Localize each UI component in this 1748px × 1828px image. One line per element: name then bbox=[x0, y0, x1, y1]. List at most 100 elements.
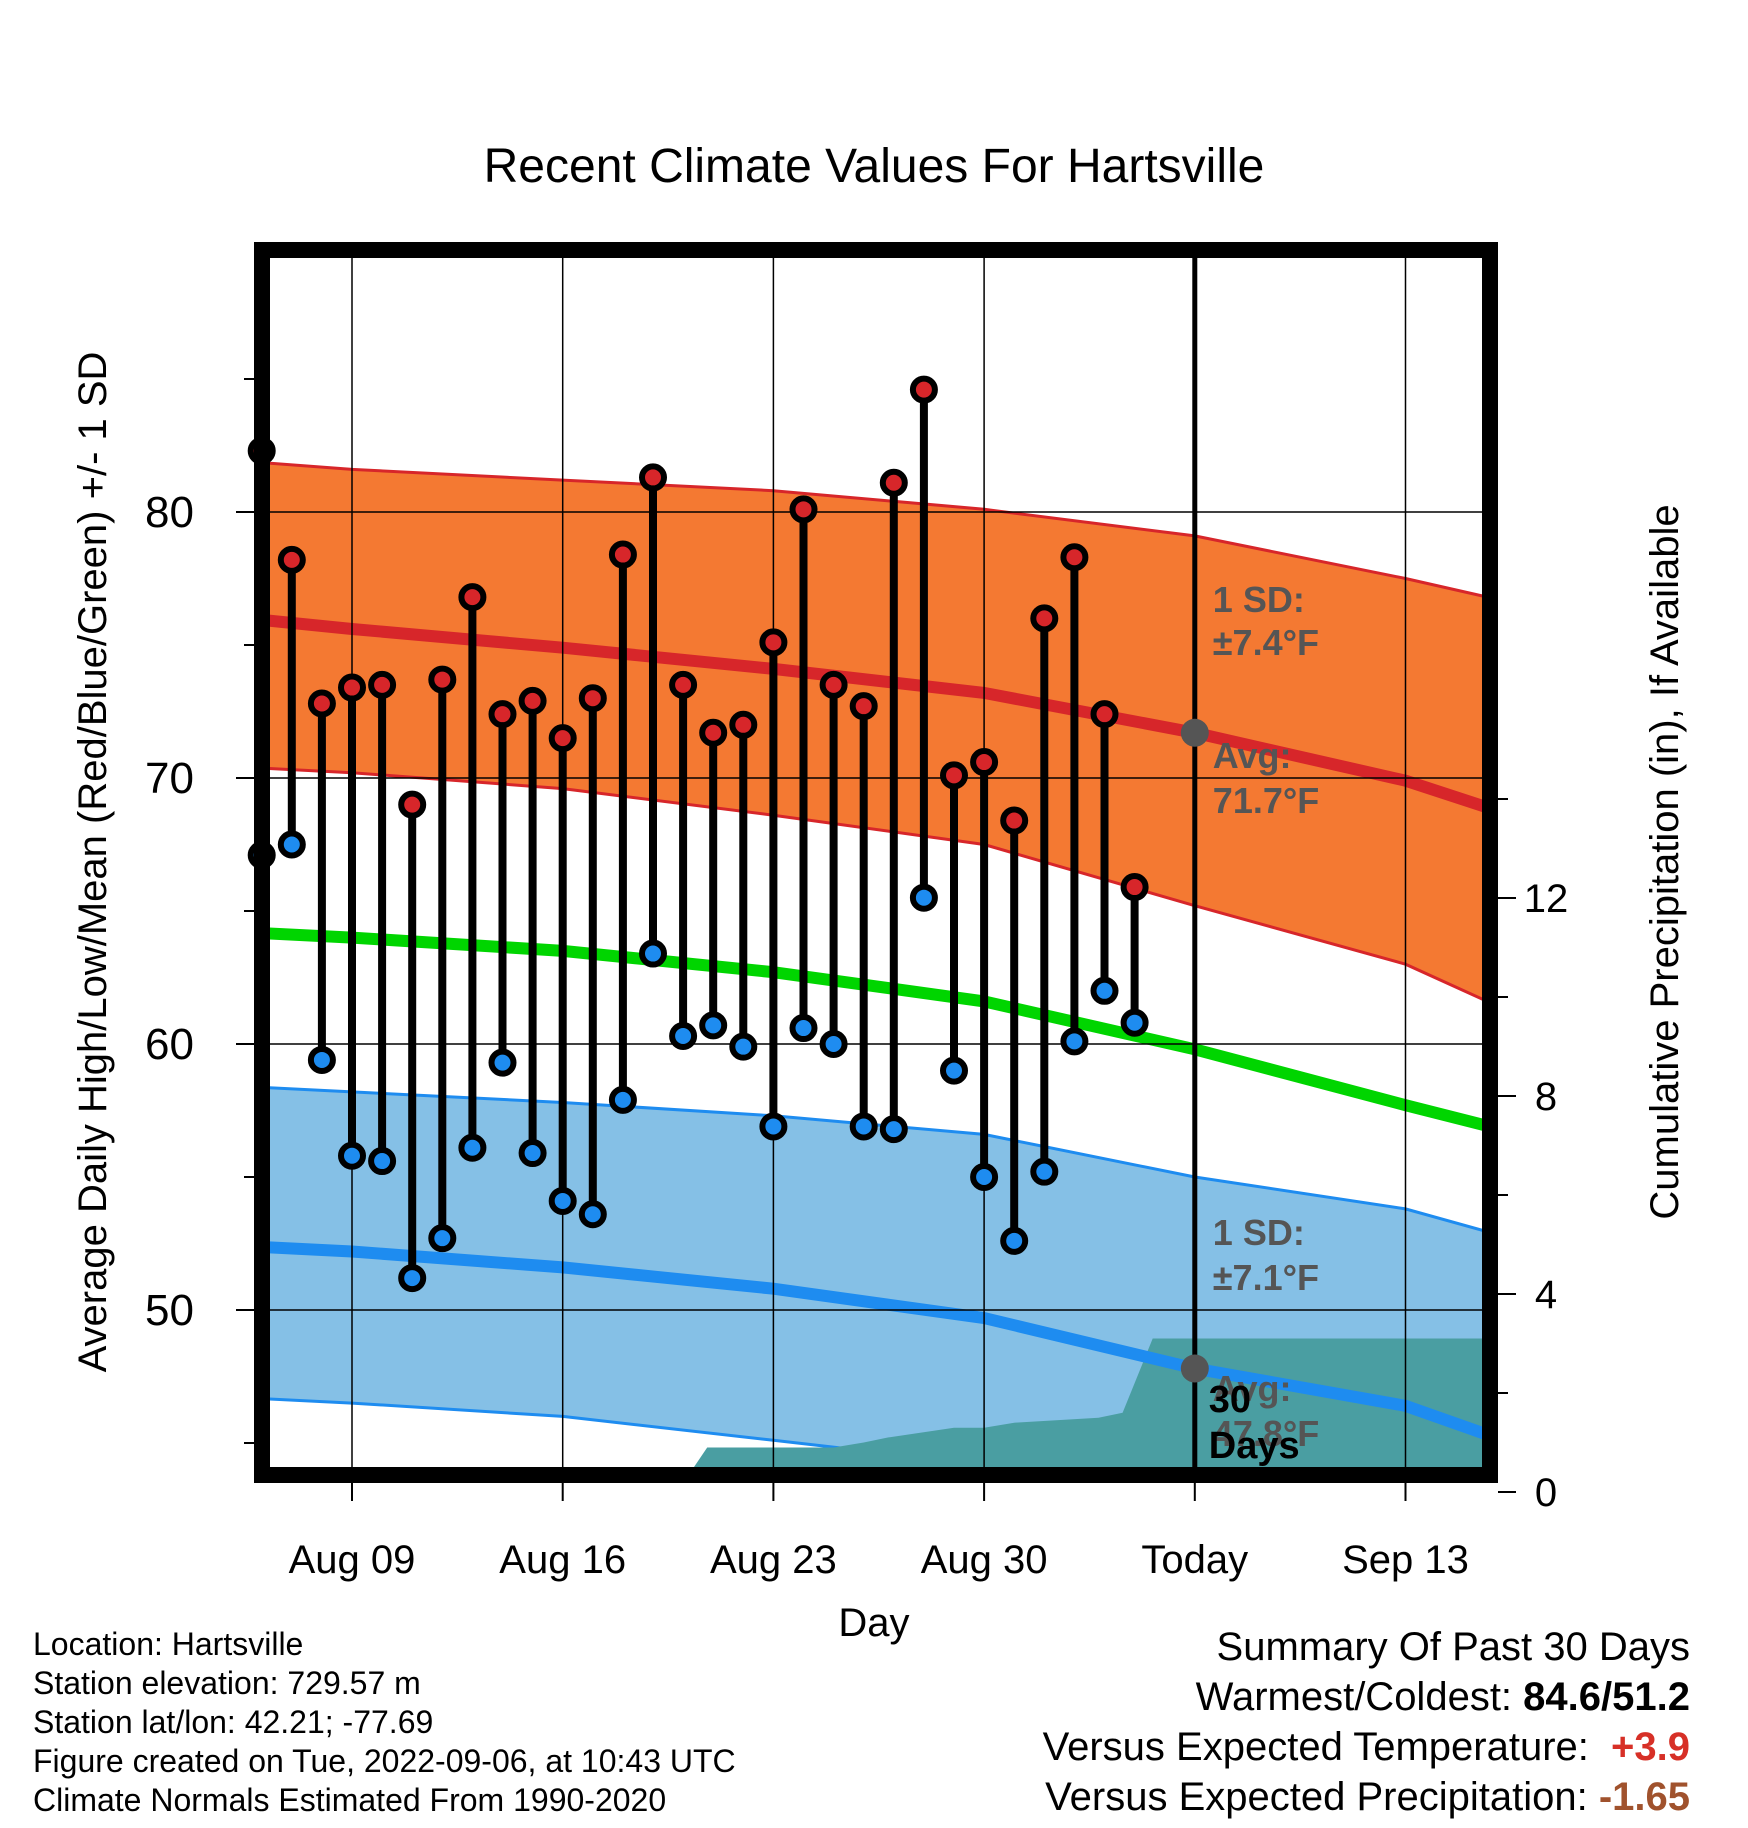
y-tick-label-left: 80 bbox=[145, 488, 194, 537]
daily-high-point bbox=[608, 540, 637, 569]
daily-low-point bbox=[398, 1264, 427, 1293]
daily-low-point bbox=[970, 1163, 999, 1191]
daily-high-point bbox=[1000, 806, 1029, 835]
daily-high-point bbox=[277, 545, 306, 574]
daily-low-point bbox=[1120, 1008, 1149, 1037]
daily-high-point bbox=[458, 583, 487, 612]
daily-low-point bbox=[488, 1048, 517, 1077]
warm-cold-label: Warmest/Coldest: bbox=[1195, 1675, 1513, 1719]
daily-low-point bbox=[307, 1045, 336, 1074]
daily-high-point bbox=[398, 790, 427, 819]
daily-low-point bbox=[729, 1032, 758, 1061]
daily-high-point bbox=[940, 761, 968, 790]
daily-high-point bbox=[639, 463, 667, 492]
annotation-value: ±7.4°F bbox=[1213, 622, 1319, 663]
precip-row: Versus Expected Precipitation: -1.65 bbox=[790, 1772, 1690, 1822]
temp-label: Versus Expected Temperature: bbox=[1042, 1725, 1589, 1769]
created-text: Figure created on Tue, 2022-09-06, at 10… bbox=[33, 1743, 736, 1779]
daily-low-point bbox=[819, 1030, 848, 1058]
x-tick-label: Sep 13 bbox=[1342, 1538, 1469, 1582]
low-sd-upper-line bbox=[262, 1085, 1490, 1234]
annotation-value: 47.8°F bbox=[1213, 1413, 1319, 1454]
latlon-text: Station lat/lon: 42.21; -77.69 bbox=[33, 1704, 434, 1740]
daily-low-point bbox=[458, 1133, 487, 1162]
y-tick-label-right: 4 bbox=[1535, 1273, 1557, 1317]
elevation-text: Station elevation: 729.57 m bbox=[33, 1665, 421, 1701]
y-tick-label-right: 0 bbox=[1535, 1471, 1557, 1515]
today-high-avg-marker bbox=[1180, 718, 1209, 747]
daily-low-point bbox=[669, 1022, 698, 1051]
warm-cold-row: Warmest/Coldest: 84.6/51.2 bbox=[790, 1672, 1690, 1722]
y-tick-label-right: 8 bbox=[1535, 1075, 1557, 1119]
daily-low-point bbox=[879, 1115, 908, 1144]
daily-high-point bbox=[1030, 604, 1059, 633]
daily-high-point bbox=[970, 748, 999, 777]
daily-low-point bbox=[849, 1112, 878, 1141]
daily-low-point bbox=[789, 1014, 818, 1043]
daily-low-point bbox=[338, 1141, 366, 1170]
normals-text: Climate Normals Estimated From 1990-2020 bbox=[33, 1782, 667, 1818]
daily-high-point bbox=[428, 665, 457, 694]
daily-low-point bbox=[578, 1200, 607, 1229]
daily-low-point bbox=[428, 1224, 457, 1253]
daily-high-point bbox=[578, 684, 607, 713]
daily-high-point bbox=[879, 468, 908, 497]
daily-low-point bbox=[608, 1085, 637, 1114]
normal-high-line bbox=[262, 613, 1490, 815]
annotation-value: ±7.1°F bbox=[1213, 1257, 1319, 1298]
cumulative-precip-area bbox=[688, 1338, 1490, 1475]
y-tick-label-left: 50 bbox=[145, 1286, 194, 1335]
chart-title: Recent Climate Values For Hartsville bbox=[484, 140, 1265, 193]
summary-panel: Summary Of Past 30 Days Warmest/Coldest:… bbox=[790, 1622, 1690, 1822]
daily-high-point bbox=[307, 689, 336, 718]
daily-low-point bbox=[940, 1056, 968, 1085]
daily-high-point bbox=[518, 686, 547, 715]
annotation-label: Avg: bbox=[1213, 1368, 1292, 1409]
daily-high-point bbox=[849, 692, 878, 721]
y-tick-label-right: 12 bbox=[1524, 877, 1569, 921]
x-tick-label: Aug 30 bbox=[921, 1538, 1048, 1582]
location-text: Location: Hartsville bbox=[33, 1626, 304, 1662]
x-tick-label: Aug 09 bbox=[289, 1538, 416, 1582]
precip-value: -1.65 bbox=[1598, 1775, 1690, 1819]
plot-frame bbox=[254, 242, 1498, 1483]
daily-high-point bbox=[1060, 543, 1089, 572]
daily-high-point bbox=[729, 710, 758, 739]
daily-high-point bbox=[789, 495, 818, 524]
daily-low-point bbox=[518, 1139, 547, 1168]
annotation-label: Avg: bbox=[1213, 735, 1292, 776]
daily-high-point bbox=[699, 718, 728, 747]
daily-high-point bbox=[548, 724, 577, 753]
x-tick-label: Today bbox=[1141, 1538, 1248, 1582]
daily-high-point bbox=[338, 673, 366, 702]
daily-high-point bbox=[669, 670, 698, 699]
annotation-label: 1 SD: bbox=[1213, 579, 1305, 620]
x-axis-label: Day bbox=[838, 1601, 909, 1645]
daily-low-point bbox=[277, 830, 306, 859]
x-tick-label: Aug 16 bbox=[499, 1538, 626, 1582]
daily-low-point bbox=[368, 1147, 397, 1176]
daily-low-point bbox=[1030, 1157, 1059, 1186]
daily-low-point bbox=[1000, 1226, 1029, 1255]
normal-low-line bbox=[262, 1240, 1490, 1442]
x-tick-label: Aug 23 bbox=[710, 1538, 837, 1582]
y-tick-label-left: 70 bbox=[145, 754, 194, 803]
normal-mean-line bbox=[262, 927, 1490, 1133]
y-tick-label-left: 60 bbox=[145, 1020, 194, 1069]
high-sd-lower-line bbox=[262, 766, 1490, 1005]
today-low-avg-marker bbox=[1180, 1354, 1209, 1383]
daily-low-point bbox=[639, 939, 667, 968]
warm-cold-value: 84.6/51.2 bbox=[1523, 1675, 1690, 1719]
summary-heading: Summary Of Past 30 Days bbox=[1216, 1625, 1690, 1669]
y-axis-label-left: Average Daily High/Low/Mean (Red/Blue/Gr… bbox=[71, 352, 115, 1373]
annotation-label: 1 SD: bbox=[1213, 1212, 1305, 1253]
annotation-value: 71.7°F bbox=[1213, 780, 1319, 821]
daily-high-point bbox=[1120, 873, 1149, 902]
precip-label: Versus Expected Precipitation: bbox=[1045, 1775, 1588, 1819]
high-sd-upper-line bbox=[262, 461, 1490, 600]
daily-high-point bbox=[909, 375, 938, 404]
daily-low-point bbox=[909, 883, 938, 912]
daily-low-point bbox=[699, 1011, 728, 1040]
daily-low-point bbox=[1060, 1027, 1089, 1056]
